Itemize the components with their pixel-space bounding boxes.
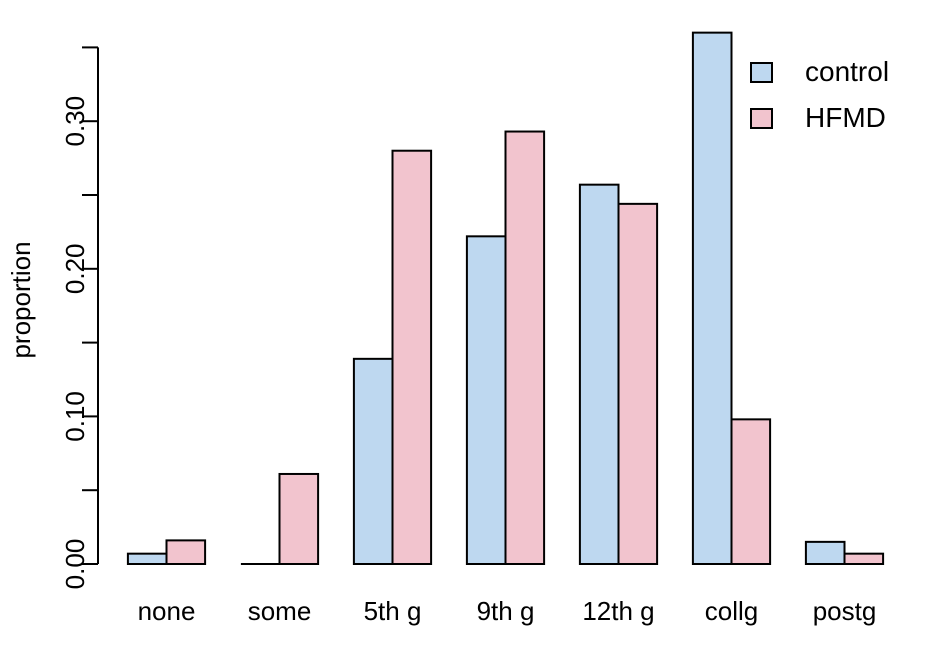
legend-item-control: control [750, 58, 889, 86]
legend-label-hfmd: HFMD [805, 102, 886, 133]
y-tick-label: 0.30 [60, 96, 90, 147]
y-tick-label: 0.20 [60, 243, 90, 294]
y-tick-label: 0.10 [60, 391, 90, 442]
category-label-some: some [248, 596, 312, 626]
category-label-12th-g: 12th g [582, 596, 654, 626]
y-tick-label: 0.00 [60, 539, 90, 590]
bar-control-postg [804, 540, 846, 565]
bar-control-12th-g [578, 183, 620, 565]
category-label-9th-g: 9th g [477, 596, 535, 626]
legend-item-hfmd: HFMD [750, 104, 889, 132]
legend-swatch-hfmd [750, 107, 773, 129]
bar-control-none [126, 552, 168, 566]
legend-swatch-control [750, 61, 773, 83]
bar-hfmd-9th-g [504, 130, 546, 565]
category-label-postg: postg [813, 596, 877, 626]
category-label-5th-g: 5th g [364, 596, 422, 626]
y-axis-title: proportion [6, 241, 36, 358]
bar-hfmd-collg [730, 418, 772, 565]
bar-hfmd-postg [843, 552, 885, 566]
category-label-collg: collg [705, 596, 758, 626]
bar-control-9th-g [465, 235, 507, 565]
category-label-none: none [138, 596, 196, 626]
bar-hfmd-5th-g [391, 149, 433, 565]
legend: control HFMD [750, 58, 889, 132]
bar-control-5th-g [352, 357, 394, 565]
bar-control-collg [691, 31, 733, 565]
bar-hfmd-some [278, 472, 320, 565]
bar-hfmd-12th-g [617, 202, 659, 566]
bar-hfmd-none [165, 539, 207, 565]
legend-label-control: control [805, 56, 890, 87]
